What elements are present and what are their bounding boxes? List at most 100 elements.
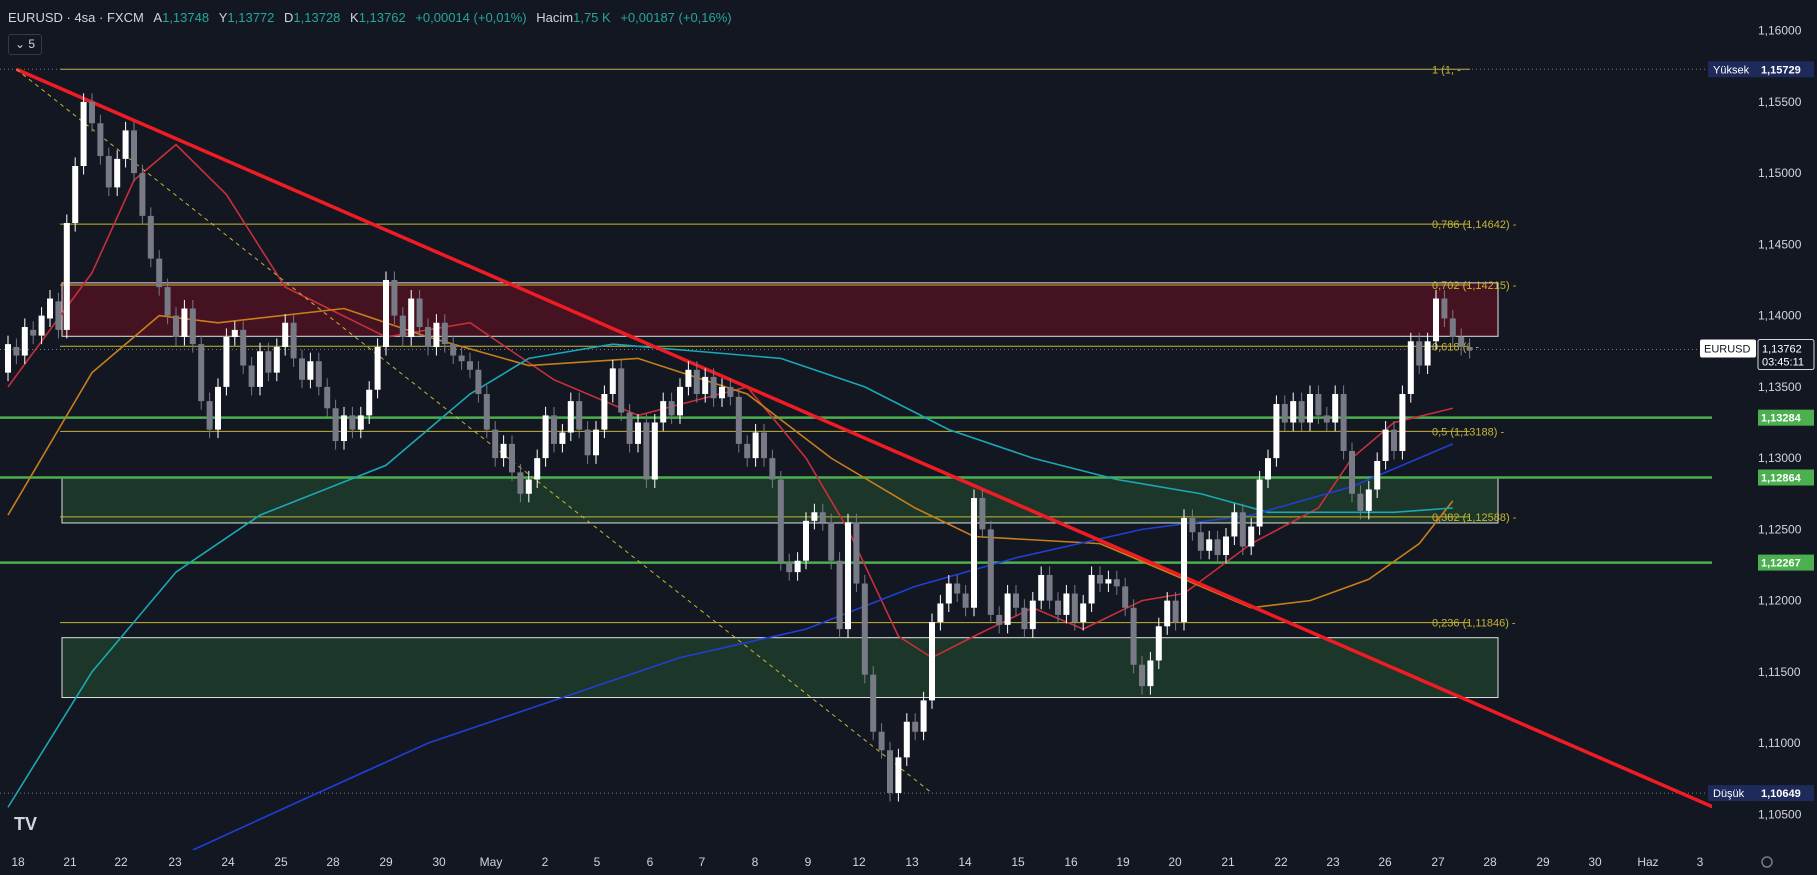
candle-body [257,351,263,387]
candle-body [1046,574,1053,601]
candle-body [416,298,423,328]
candle-body [1063,593,1070,615]
candle-body [1281,403,1288,423]
time-axis-tick: 13 [905,855,919,869]
candle-body [971,498,977,608]
current-price-box [1757,339,1815,371]
time-axis-tick: 2 [542,855,549,869]
high-label: Y [218,10,228,25]
candle-body [593,429,599,456]
candle-body [13,346,20,356]
candle-body [1449,318,1456,338]
candle-body [1013,593,1019,608]
volume-value: 1,75 K [573,10,611,25]
price-tag-box [1758,61,1814,78]
candle-body [1071,593,1078,623]
tradingview-logo: TV [14,814,38,834]
time-axis-tick: 14 [958,855,972,869]
candle-body [643,422,650,480]
candle-body [895,757,902,794]
candle-body [1206,539,1213,551]
candle-body [72,166,79,224]
candle-body [55,301,62,330]
candle-body [1391,429,1397,452]
time-axis-tick: 28 [1483,855,1497,869]
price-tag-value: 1,15729 [1761,64,1801,76]
moving-average-line [7,307,1454,609]
candle-body [1256,479,1263,527]
candle-body [761,432,767,459]
candle-body [509,443,515,473]
candle-body [744,443,751,459]
candle-body [1122,586,1129,608]
time-axis-tick: 26 [1378,855,1392,869]
symbol-title[interactable]: EURUSD · 4sa · FXCM [8,10,144,25]
candle-body [996,614,1003,625]
candle-body [962,593,969,608]
volume-label: Hacim [536,10,574,25]
candle-body [1273,403,1280,459]
price-tag-box [1758,469,1814,486]
candle-body [777,479,784,563]
candle-body [836,560,843,630]
candle-body [1332,394,1339,423]
candle-body [727,386,734,397]
price-tag-box [1758,554,1814,571]
candle-body [1105,579,1112,584]
trend-line[interactable] [15,67,1731,816]
candle-body [282,322,289,347]
legend-header: EURUSD · 4sa · FXCM A1,13748 Y1,13772 D1… [8,10,732,25]
price-tag-prefix: Yüksek [1713,64,1750,76]
time-axis-tick: 20 [1168,855,1182,869]
fib-level-label: 0,236 (1,11846) - [1432,618,1516,630]
candle-body [1323,415,1330,423]
interval-button[interactable]: ⌄ 5 [8,34,42,55]
price-axis-tick: 1,11500 [1758,665,1801,679]
candle-body [399,315,406,338]
price-tag-prefix-box [1708,785,1760,802]
time-axis-tick: 23 [1326,855,1340,869]
time-axis-tick: 28 [326,855,340,869]
candle-body [458,355,465,362]
candle-body [441,322,448,345]
fib-level-label: 0,5 (1,13188) - [1432,426,1504,438]
candle-body [979,498,986,530]
time-axis[interactable] [0,850,1712,875]
price-tag-prefix-box [1708,61,1760,78]
price-axis-tick: 1,11000 [1758,736,1801,750]
candle-body [1298,401,1305,423]
candle-body [215,386,221,430]
time-axis-tick: 16 [1064,855,1078,869]
time-axis-tick: 8 [752,855,759,869]
price-axis[interactable] [1712,0,1817,875]
candle-body [903,721,910,758]
fib-level-label: 0,786 (1,14642) - [1432,219,1517,231]
candle-body [845,522,851,630]
time-axis-tick: 30 [1588,855,1602,869]
candle-body [542,415,549,459]
candle-body [21,327,28,356]
candle-body [811,512,818,521]
time-axis-tick: 19 [1116,855,1130,869]
candle-body [1088,574,1095,604]
candle-body [551,415,557,444]
candle-body [433,322,440,347]
price-axis-tick: 1,12500 [1758,522,1802,536]
candle-body [223,337,230,387]
price-tag-value: 1,12267 [1761,558,1801,570]
candle-body [1239,512,1246,547]
time-axis-tick: 18 [11,855,25,869]
volume-change-value: +0,00187 (+0,16%) [620,10,732,25]
candle-body [1021,607,1028,630]
current-symbol-box [1700,339,1756,358]
candle-body [240,329,247,366]
candle-body [38,315,45,336]
fib-diagonal-line[interactable] [16,68,933,794]
price-axis-tick: 1,12000 [1758,594,1802,608]
candle-body [1097,574,1103,584]
candle-body [1382,429,1389,461]
settings-icon[interactable] [1761,856,1773,868]
price-tag-box [1758,785,1814,802]
candle-body [1181,517,1187,623]
